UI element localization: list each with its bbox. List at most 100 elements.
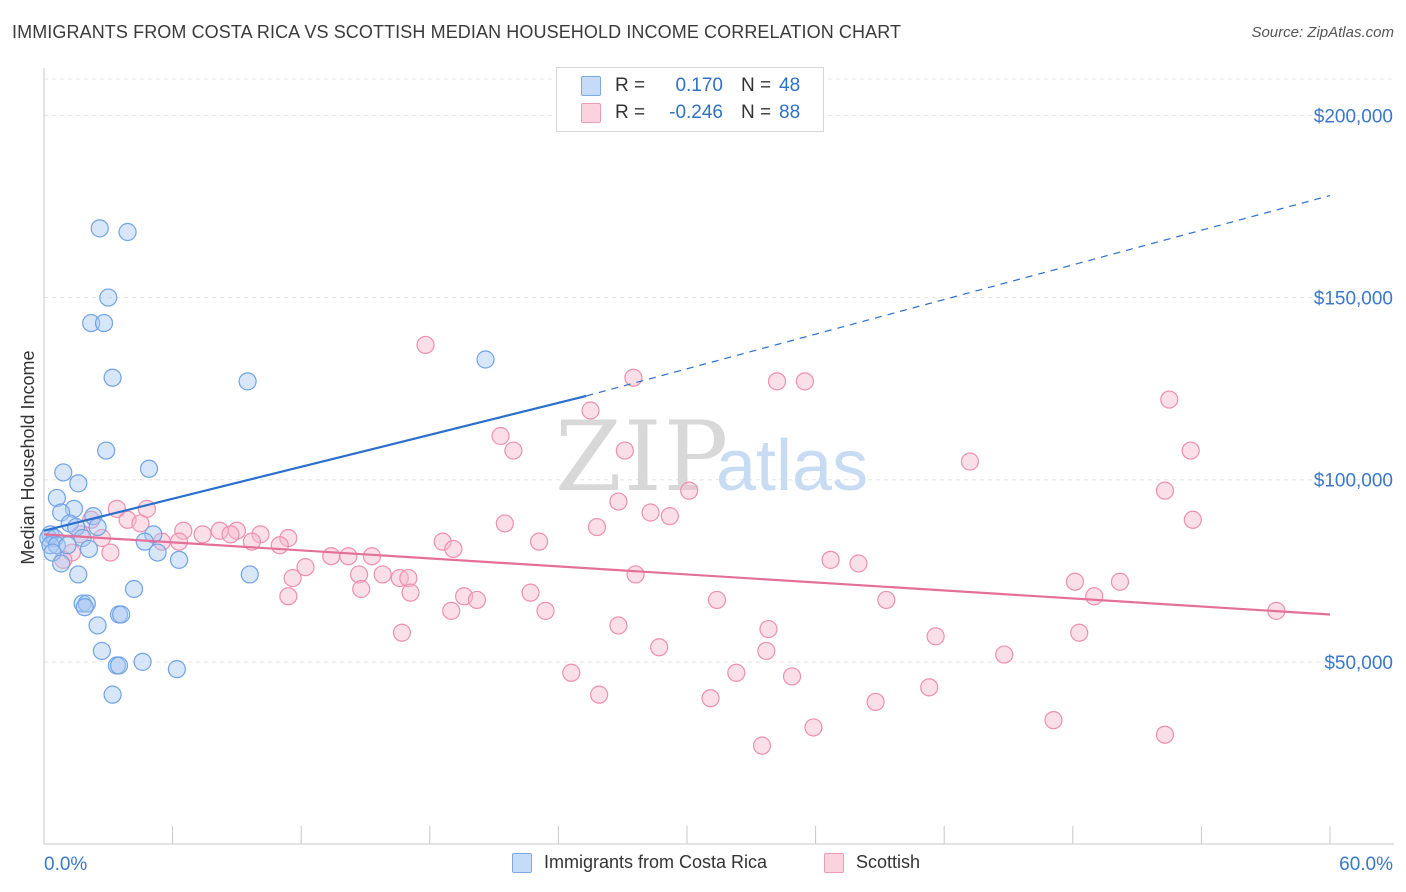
costa-rica-point (476, 350, 495, 369)
y-tick-label: $200,000 (1314, 106, 1393, 127)
legend-swatch-scottish (581, 103, 601, 123)
scottish-point (1085, 587, 1104, 606)
scottish-point (609, 616, 628, 635)
scottish-point (1044, 711, 1063, 730)
scottish-point (491, 426, 510, 446)
costa-rica-trend-line (43, 394, 587, 532)
costa-rica-point (112, 605, 131, 624)
costa-rica-point (94, 313, 114, 333)
legend-item-costa-rica: Immigrants from Costa Rica (512, 852, 767, 873)
scottish-point (752, 736, 772, 755)
scottish-point (530, 532, 549, 551)
scottish-point (727, 663, 746, 682)
scottish-point (626, 565, 645, 584)
x-tick-label: 0.0% (44, 854, 87, 875)
costa-rica-point (238, 372, 257, 391)
y-axis-label: Median Household Income (18, 350, 38, 564)
y-tick-label: $100,000 (1314, 471, 1393, 492)
costa-rica-trend-extension (586, 194, 1331, 397)
scottish-point (660, 507, 679, 526)
scottish-point (680, 481, 699, 500)
costa-rica-point (118, 222, 137, 242)
legend-row-scottish: R = -0.246 N = 88 (581, 101, 800, 125)
scottish-point (782, 667, 802, 686)
scottish-point (1181, 441, 1200, 460)
scottish-point (322, 547, 341, 566)
series-legend: Immigrants from Costa Rica Scottish (0, 852, 1406, 878)
costa-rica-point (90, 219, 109, 238)
costa-rica-point (133, 652, 152, 671)
scottish-point (609, 492, 628, 511)
scottish-point (416, 335, 435, 355)
scottish-point (615, 441, 634, 460)
costa-rica-point (69, 474, 88, 493)
legend-item-scottish: Scottish (824, 852, 920, 873)
scottish-point (707, 590, 727, 610)
scottish-point (767, 372, 787, 391)
watermark-zip: ZIP (555, 401, 730, 513)
scottish-point (866, 692, 885, 712)
scottish-point (1155, 481, 1175, 500)
costa-rica-point (109, 656, 129, 675)
scottish-point (757, 641, 776, 661)
y-tick-label: $150,000 (1314, 289, 1393, 310)
scottish-point (131, 514, 150, 533)
scottish-point (242, 532, 262, 551)
scottish-point (392, 623, 412, 642)
costa-rica-point (69, 565, 88, 584)
scottish-point (1070, 623, 1089, 642)
scottish-point (444, 539, 463, 559)
scottish-point (504, 441, 523, 460)
scottish-point (849, 554, 868, 573)
scottish-point (1183, 510, 1202, 529)
costa-rica-point (139, 459, 159, 478)
scottish-point (641, 503, 660, 522)
legend-n-value: 88 (779, 102, 801, 123)
source-label: Source: ZipAtlas.com (1251, 24, 1394, 41)
scottish-point (283, 568, 302, 588)
scottish-point (193, 525, 212, 544)
legend-n-label: N = (741, 75, 772, 96)
legend-label-costa-rica: Immigrants from Costa Rica (544, 852, 768, 872)
scottish-point (995, 645, 1014, 664)
scottish-point (279, 587, 298, 606)
legend-swatch-costa-rica (512, 852, 532, 873)
legend-r-label: R = (615, 102, 646, 123)
costa-rica-point (58, 536, 77, 555)
scottish-point (795, 372, 814, 391)
scottish-point (373, 565, 392, 584)
legend-r-value: -0.246 (669, 102, 723, 123)
costa-rica-point (88, 616, 107, 635)
scottish-point (804, 718, 823, 737)
costa-rica-point (99, 288, 118, 307)
scottish-point (352, 579, 371, 599)
scottish-point (174, 521, 193, 540)
scottish-point (562, 663, 581, 682)
costa-rica-point (79, 539, 99, 559)
legend-n-label: N = (741, 102, 772, 123)
scottish-point (960, 452, 980, 471)
scottish-point (495, 514, 514, 533)
costa-rica-point (124, 579, 144, 599)
costa-rica-point (54, 463, 73, 482)
legend-row-costa-rica: R = 0.170 N = 48 (581, 74, 800, 98)
legend-r-value: 0.170 (675, 75, 723, 96)
legend-r-label: R = (615, 75, 646, 96)
costa-rica-point (82, 313, 101, 333)
scottish-point (349, 565, 369, 584)
costa-rica-point (240, 565, 259, 584)
costa-rica-point (75, 598, 94, 617)
costa-rica-point (47, 488, 66, 508)
scottish-point (270, 536, 289, 555)
scottish-point (920, 678, 939, 697)
scottish-point (221, 525, 240, 544)
costa-rica-point (103, 368, 122, 387)
scottish-point (1110, 572, 1130, 591)
scottish-point (926, 627, 945, 646)
scottish-point (536, 601, 555, 620)
legend-label-scottish: Scottish (856, 852, 921, 872)
scottish-point (442, 601, 461, 620)
scottish-point (521, 583, 540, 602)
costa-rica-point (52, 554, 71, 573)
